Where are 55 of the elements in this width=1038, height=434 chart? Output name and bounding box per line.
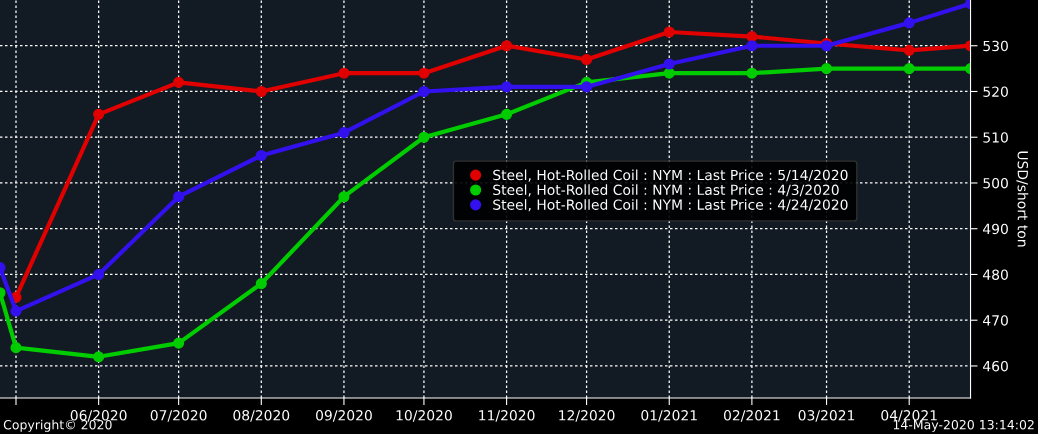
x-tick-label: 11/2020 <box>479 410 535 422</box>
y-axis-title: USD/short ton <box>1016 151 1029 247</box>
y-tick-label: 520 <box>983 86 1008 97</box>
point <box>93 108 105 120</box>
point <box>418 131 430 143</box>
legend-label: Steel, Hot-Rolled Coil : NYM : Last Price : 5/14/2020 <box>493 169 848 182</box>
point <box>93 351 105 363</box>
point <box>903 44 915 56</box>
point <box>255 278 267 290</box>
point <box>255 149 267 162</box>
x-tick-label: 01/2021 <box>641 410 697 422</box>
point <box>173 337 185 349</box>
legend-label: Steel, Hot-Rolled Coil : NYM : Last Price : 4/24/2020 <box>493 199 848 212</box>
point <box>501 108 513 120</box>
point <box>418 67 430 79</box>
point <box>501 81 513 93</box>
y-tick-label: 470 <box>983 315 1008 326</box>
point <box>501 40 513 52</box>
x-tick-label: 07/2020 <box>150 410 207 422</box>
x-tick-label: 12/2020 <box>559 410 615 422</box>
point <box>746 40 758 52</box>
point <box>418 85 430 98</box>
point <box>746 31 758 43</box>
point <box>663 67 675 79</box>
point <box>10 305 22 317</box>
x-tick-label: 04/2021 <box>881 410 937 422</box>
point <box>663 58 675 70</box>
point <box>338 127 350 139</box>
point <box>820 63 833 75</box>
x-tick-label: 02/2021 <box>723 410 780 422</box>
point <box>93 268 105 281</box>
point <box>746 67 758 79</box>
x-tick-label: 08/2020 <box>233 410 290 422</box>
y-tick-label: 490 <box>983 223 1008 235</box>
point <box>173 76 185 88</box>
y-tick-label: 510 <box>983 132 1008 143</box>
point <box>338 191 350 203</box>
point <box>581 81 593 93</box>
y-tick-label: 460 <box>983 360 1008 372</box>
point <box>338 67 350 79</box>
x-tick-label: 09/2020 <box>316 410 372 422</box>
point <box>581 53 593 66</box>
point <box>903 17 915 29</box>
point <box>173 191 185 203</box>
x-tick-label: 03/2021 <box>798 410 855 422</box>
legend-label: Steel, Hot-Rolled Coil : NYM : Last Price : 4/3/2020 <box>493 184 839 197</box>
point <box>663 26 675 38</box>
x-tick-label: 10/2020 <box>396 410 452 422</box>
point <box>10 342 22 354</box>
point <box>255 85 267 98</box>
text: 14-May-2020 13:14:02 <box>893 419 1034 432</box>
point <box>903 63 915 75</box>
y-tick-label: 530 <box>983 40 1008 52</box>
y-tick-label: 500 <box>983 177 1008 189</box>
y-tick-label: 480 <box>983 269 1008 280</box>
